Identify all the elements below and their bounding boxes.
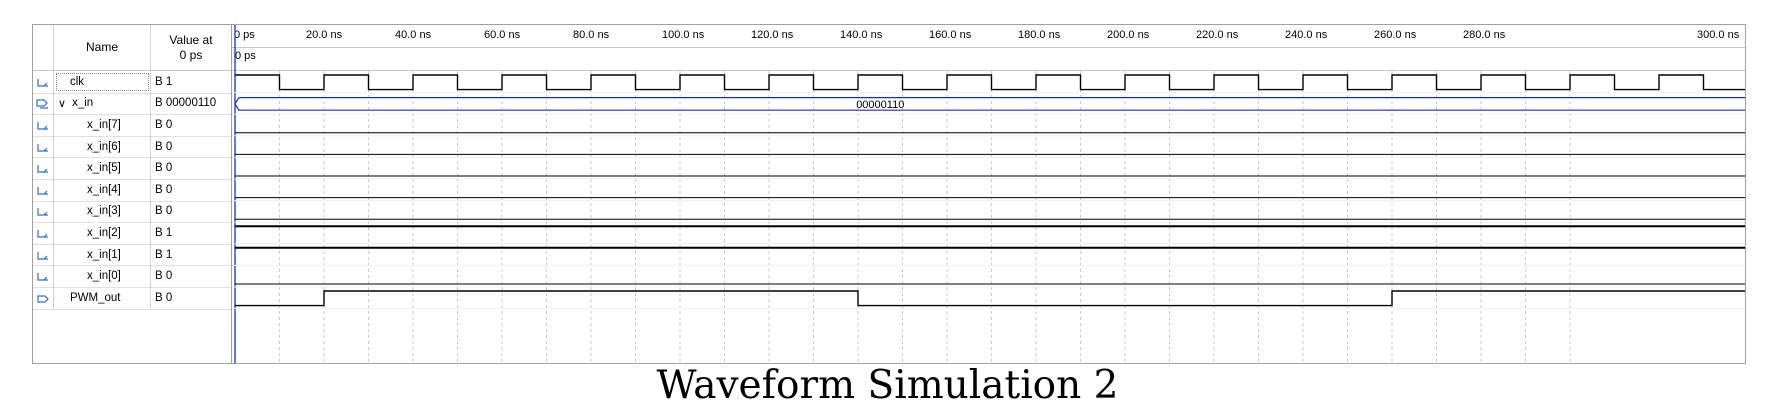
time-tick-label: 140.0 ns [840,29,883,41]
time-tick-label: 180.0 ns [1018,29,1061,41]
signal-name: PWM_out [70,291,121,304]
icon-column-header [33,25,54,71]
cursor-ruler[interactable]: 0 ps [232,47,1745,71]
input-pin-icon [33,243,54,266]
figure-caption: Waveform Simulation 2 [656,363,1119,408]
time-tick-label: 300.0 ns [1697,29,1740,41]
signal-row[interactable]: x_in[6] B 0 [33,135,231,159]
input-pin-icon [33,114,54,136]
signal-name-cell[interactable]: x_in[4] [54,179,151,201]
signal-name: x_in[1] [87,248,121,261]
signal-name: x_in [72,97,94,110]
signal-name-cell[interactable]: PWM_out [54,287,151,309]
input-pin-icon [33,179,54,201]
signal-name: x_in[4] [87,183,121,196]
signal-row[interactable]: x_in[2] B 1 [33,222,231,245]
waveform-PWM_out[interactable] [235,290,1745,307]
signal-name-cell[interactable]: x_in[5] [54,157,151,179]
bus-value-label: 00000110 [856,99,904,111]
time-tick-label: 220.0 ns [1196,29,1239,41]
signal-value: B 0 [155,140,173,153]
signal-name-cell[interactable]: x_in[6] [54,135,151,158]
signal-value: B 1 [155,226,173,239]
signal-value: B 0 [155,162,173,175]
name-header-label: Name [85,40,118,54]
signal-name: x_in[7] [87,118,121,131]
signal-row[interactable]: PWM_out B 0 [33,287,231,310]
cursor-time-label: 0 ps [235,50,256,62]
time-gridlines [234,71,1571,363]
signal-name: x_in[5] [87,162,121,175]
name-column-header[interactable]: Name [54,25,151,71]
signal-value: B 0 [155,270,173,283]
time-tick-label: 20.0 ns [306,29,343,41]
signal-row[interactable]: x_in[4] B 0 [33,179,231,202]
signal-name-cell[interactable]: x_in[7] [54,114,151,136]
waveform-canvas[interactable]: 00000110 [232,25,1745,363]
signal-name-cell[interactable]: x_in[3] [54,200,151,223]
signal-row[interactable]: x_in[5] B 0 [33,157,231,180]
signal-name-cell[interactable]: ∨ x_in [54,92,151,115]
time-tick-label: 260.0 ns [1374,29,1417,41]
signal-name-cell[interactable]: x_in[0] [54,265,151,287]
signal-row[interactable]: x_in[0] B 0 [33,265,231,288]
signal-name-cell[interactable]: clk [54,71,151,93]
signal-value: B 0 [155,183,173,196]
clock-waveform [235,74,1745,91]
signal-value: B 0 [155,118,173,131]
time-ruler[interactable]: 0 ps 20.0 ns 40.0 ns 60.0 ns 80.0 ns 100.0 ns… [232,25,1745,48]
output-pin-icon [33,287,54,309]
value-header-line2: 0 ps [179,47,203,62]
signal-row[interactable]: clk B 1 [33,71,231,94]
time-tick-label: 160.0 ns [929,29,972,41]
input-pin-icon [33,200,54,223]
input-pin-icon [33,265,54,287]
signal-table: Name Value at 0 ps clk B 1 ∨ x_in B 00000110… [33,25,232,363]
signal-row[interactable]: ∨ x_in B 00000110 [33,92,231,116]
signal-row[interactable]: x_in[3] B 0 [33,200,231,224]
time-tick-label: 60.0 ns [484,29,521,41]
waveform-area[interactable]: 0 ps 20.0 ns 40.0 ns 60.0 ns 80.0 ns 100.0 ns… [232,25,1745,363]
signal-value: B 00000110 [155,97,217,110]
time-tick-label: 80.0 ns [573,29,610,41]
time-tick-label: 240.0 ns [1285,29,1328,41]
value-header-line1: Value at [169,32,213,47]
input-pin-icon [33,157,54,179]
time-tick-label: 100.0 ns [662,29,705,41]
input-pin-icon [33,135,54,158]
time-tick-label: 0 ps [234,29,255,41]
pwm-waveform [235,290,1745,307]
time-tick-label: 120.0 ns [751,29,794,41]
time-tick-label: 40.0 ns [395,29,432,41]
signal-value: B 0 [155,291,173,304]
signal-value: B 1 [155,75,173,88]
signal-name-cell[interactable]: x_in[1] [54,243,151,266]
chevron-down-icon[interactable]: ∨ [58,97,67,110]
waveform-x_in[interactable]: 00000110 [234,97,1745,111]
waveform-editor-panel: Name Value at 0 ps clk B 1 ∨ x_in B 00000110… [32,24,1746,364]
input-bus-icon [33,92,54,115]
value-column-header[interactable]: Value at 0 ps [151,25,231,71]
signal-name: x_in[6] [87,140,121,153]
signal-row[interactable]: x_in[1] B 1 [33,243,231,267]
time-tick-label: 280.0 ns [1463,29,1506,41]
signal-value: B 1 [155,248,173,261]
input-pin-icon [33,222,54,244]
input-pin-icon [33,71,54,93]
signal-name: clk [70,75,85,88]
signal-name-cell[interactable]: x_in[2] [54,222,151,244]
time-tick-label: 200.0 ns [1107,29,1150,41]
signal-value: B 0 [155,205,173,218]
bus-waveform [234,97,1745,111]
signal-row[interactable]: x_in[7] B 0 [33,114,231,137]
signal-name: x_in[3] [87,205,121,218]
signal-name: x_in[0] [87,270,121,283]
waveform-clk[interactable] [235,74,1745,91]
signal-name: x_in[2] [87,226,121,239]
